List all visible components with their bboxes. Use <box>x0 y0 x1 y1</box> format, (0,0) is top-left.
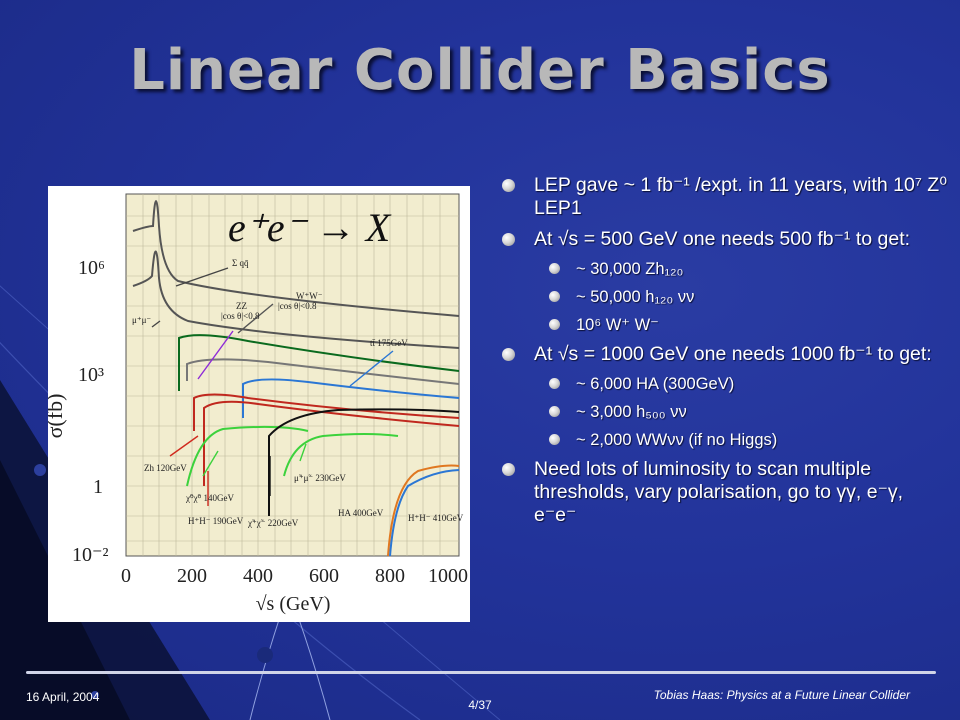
sub-bullet-ww: 10⁶ W⁺ W⁻ <box>494 315 949 335</box>
y-tick-1e-2: 10⁻² <box>72 544 109 566</box>
annotation-ww-cut: |cos θ|<0.8 <box>278 301 317 311</box>
footer-date: 16 April, 2004 <box>26 690 100 704</box>
curve-ha <box>387 464 460 557</box>
annotation-chichi220: χ̃⁺χ̃⁻ 220GeV <box>247 518 299 528</box>
curve-chichi220 <box>268 408 460 516</box>
curve-zh <box>193 393 460 431</box>
footer-author: Tobias Haas: Physics at a Future Linear … <box>653 688 910 702</box>
bullet-dot-icon <box>549 434 560 445</box>
figure-formula: e⁺e⁻ → X <box>228 205 392 250</box>
bullet-luminosity: Need lots of luminosity to scan multiple… <box>494 458 949 527</box>
sub-bullet-wwvv: ~ 2,000 WWνν (if no Higgs) <box>494 430 949 450</box>
curve-hplus410 <box>389 469 460 557</box>
curve-mumu-susy <box>283 433 399 477</box>
curve-mumu <box>132 250 460 349</box>
annotation-chichi140: χ̃⁰χ̃⁰ 140GeV <box>185 493 234 503</box>
y-tick-1e3: 10³ <box>78 364 104 386</box>
annotation-tt: tt̄ 175GeV <box>370 338 408 348</box>
bullet-dot-icon <box>549 263 560 274</box>
bullet-dot-icon <box>549 291 560 302</box>
annotation-zh: Zh 120GeV <box>144 463 187 473</box>
x-tick-800: 800 <box>375 565 405 587</box>
x-tick-1000: 1000 <box>428 565 468 587</box>
curve-hh190 <box>203 400 460 486</box>
x-tick-200: 200 <box>177 565 207 587</box>
annotation-zz-cut: |cos θ|<0.8 <box>221 311 260 321</box>
annotation-zz: ZZ <box>236 301 247 311</box>
annotation-ww: W⁺W⁻ <box>296 291 323 301</box>
y-tick-1e6: 10⁶ <box>78 257 105 279</box>
x-tick-0: 0 <box>121 565 131 587</box>
annotation-qq: Σ qq̄ <box>232 258 249 268</box>
bullet-500gev: At √s = 500 GeV one needs 500 fb⁻¹ to ge… <box>494 228 949 251</box>
bullet-dot-icon <box>549 378 560 389</box>
bullet-list: LEP gave ~ 1 fb⁻¹ /expt. in 11 years, wi… <box>494 174 949 535</box>
bullet-1000gev: At √s = 1000 GeV one needs 1000 fb⁻¹ to … <box>494 343 949 366</box>
bullet-dot-icon <box>502 179 515 192</box>
annotation-hplus410: H⁺H⁻ 410GeV <box>408 513 464 523</box>
curve-qq <box>132 200 460 317</box>
x-tick-600: 600 <box>309 565 339 587</box>
curve-chichi140 <box>186 425 309 487</box>
annotation-mumu: μ⁺μ⁻ <box>132 315 151 325</box>
annotation-ha: HA 400GeV <box>338 508 384 518</box>
bullet-dot-icon <box>502 463 515 476</box>
footer-divider <box>26 671 936 674</box>
annotation-mumu-susy: μ̃⁺μ̃⁻ 230GeV <box>294 473 346 483</box>
bullet-dot-icon <box>549 406 560 417</box>
cross-section-plot: Σ qq̄ μ⁺μ⁻ ZZ |cos θ|<0.8 W⁺W⁻ |cos θ|<0… <box>48 186 470 622</box>
y-tick-1: 1 <box>93 476 103 498</box>
x-axis-label: √s (GeV) <box>256 593 331 615</box>
sub-bullet-ha: ~ 6,000 HA (300GeV) <box>494 374 949 394</box>
x-tick-400: 400 <box>243 565 273 587</box>
sub-bullet-h500: ~ 3,000 h₅₀₀ νν <box>494 402 949 422</box>
slide-title: Linear Collider Basics <box>129 38 831 103</box>
curve-zz <box>186 358 460 385</box>
bullet-dot-icon <box>502 348 515 361</box>
y-axis-label: σ(fb) <box>48 394 67 439</box>
annotation-hh190: H⁺H⁻ 190GeV <box>188 516 244 526</box>
bullet-dot-icon <box>549 319 560 330</box>
bullet-dot-icon <box>502 233 515 246</box>
curve-tt <box>242 378 460 418</box>
curve-ww <box>178 334 460 391</box>
footer-page-number: 4/37 <box>468 698 492 712</box>
bullet-lep: LEP gave ~ 1 fb⁻¹ /expt. in 11 years, wi… <box>494 174 949 220</box>
sub-bullet-hvv: ~ 50,000 h₁₂₀ νν <box>494 287 949 307</box>
sub-bullet-zh: ~ 30,000 Zh₁₂₀ <box>494 259 949 279</box>
